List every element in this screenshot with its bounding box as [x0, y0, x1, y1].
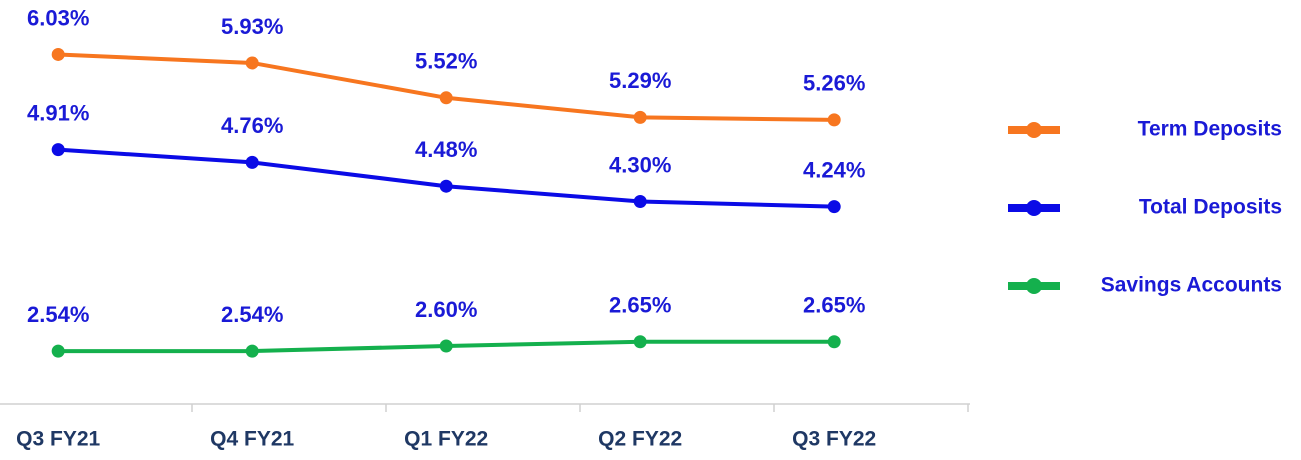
data-point [245, 155, 259, 169]
data-label: 2.65% [803, 293, 865, 318]
data-label: 4.30% [609, 152, 671, 177]
data-point [827, 335, 841, 349]
data-label: 6.03% [27, 5, 89, 30]
legend-dot [1026, 122, 1042, 138]
x-tick-label: Q1 FY22 [404, 428, 488, 451]
legend-label: Savings Accounts [1101, 274, 1282, 297]
data-point [51, 344, 65, 358]
legend-dot [1026, 200, 1042, 216]
legend-label: Term Deposits [1138, 118, 1282, 141]
data-point [633, 110, 647, 124]
data-point [633, 335, 647, 349]
data-point [827, 113, 841, 127]
data-label: 2.60% [415, 297, 477, 322]
data-point [245, 56, 259, 70]
data-point [439, 179, 453, 193]
data-point [51, 143, 65, 157]
data-label: 5.52% [415, 49, 477, 74]
data-point [633, 195, 647, 208]
x-tick-label: Q3 FY21 [16, 428, 100, 451]
data-point [439, 339, 453, 353]
x-tick-label: Q4 FY21 [210, 428, 294, 451]
data-label: 2.65% [609, 293, 671, 318]
legend-label: Total Deposits [1139, 196, 1282, 219]
x-tick-label: Q2 FY22 [598, 428, 682, 451]
data-point [51, 47, 65, 61]
data-label: 2.54% [27, 302, 89, 327]
data-label: 5.29% [609, 68, 671, 93]
data-label: 4.48% [415, 137, 477, 162]
data-label: 4.24% [803, 157, 865, 182]
data-label: 5.26% [803, 71, 865, 96]
data-label: 5.93% [221, 14, 283, 39]
data-label: 2.54% [221, 302, 283, 327]
data-label: 4.91% [27, 100, 89, 125]
data-point [439, 91, 453, 105]
x-tick-label: Q3 FY22 [792, 428, 876, 451]
data-point [245, 344, 259, 358]
legend-dot [1026, 278, 1042, 294]
data-point [827, 200, 841, 214]
data-label: 4.76% [221, 113, 283, 138]
